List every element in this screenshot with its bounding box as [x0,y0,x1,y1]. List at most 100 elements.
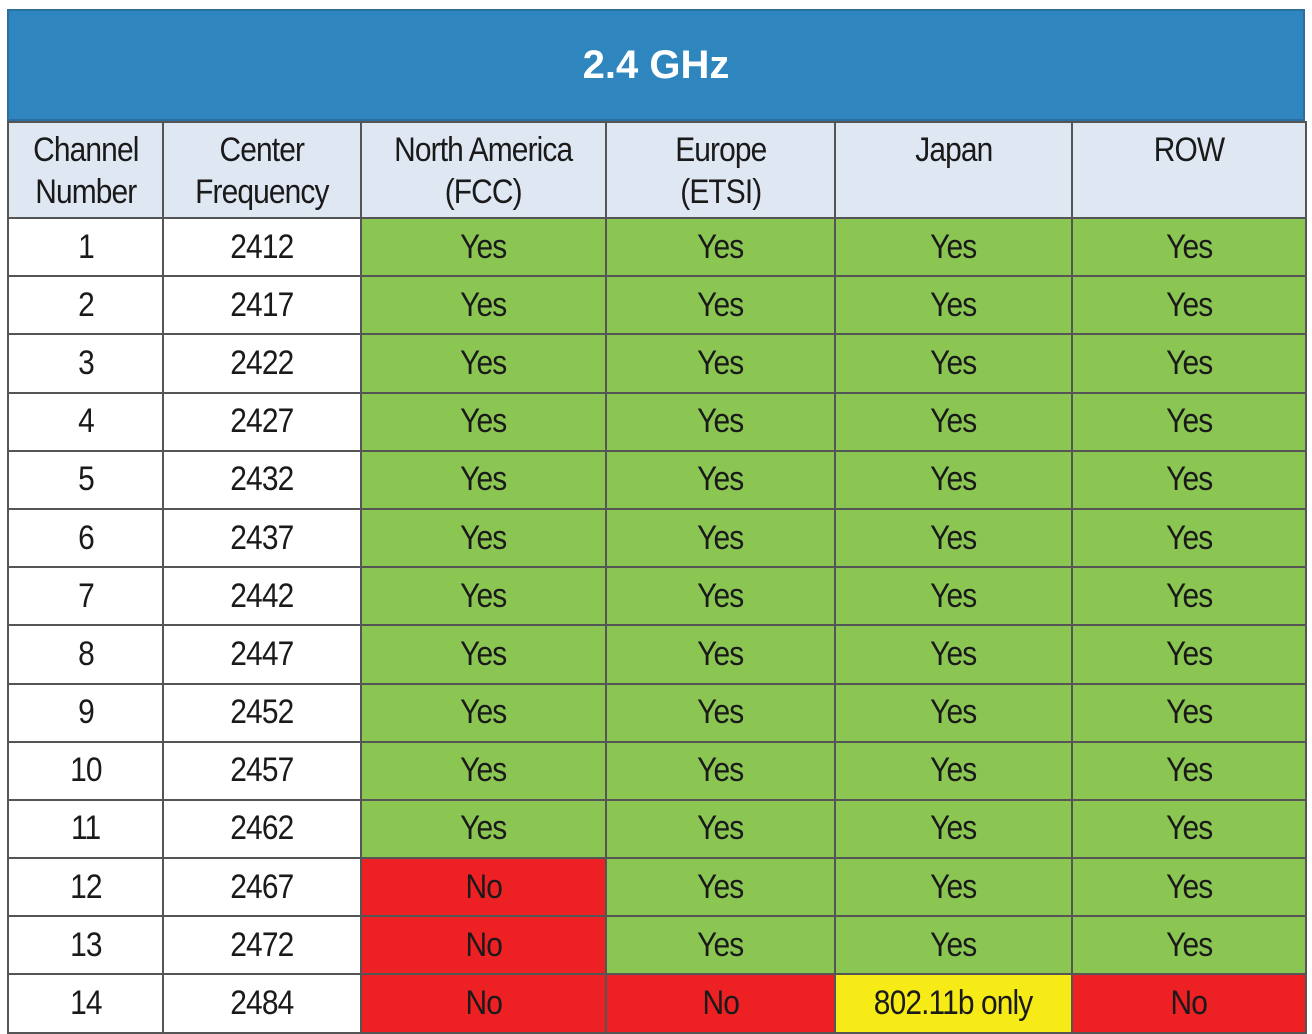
cell-north-america: Yes [360,391,607,452]
cell-value: 7 [77,576,95,615]
cell-value: Yes [1165,343,1213,382]
cell-channel-number: 11 [7,798,164,860]
cell-value: Yes [697,693,744,732]
cell-center-frequency: 2484 [162,973,362,1034]
cell-value: Yes [930,518,977,557]
cell-row-region: Yes [1071,391,1307,452]
cell-value: Yes [930,576,977,615]
table-row: 2 2417 Yes Yes Yes Yes [7,275,1307,336]
cell-value: Yes [697,518,744,557]
cell-japan: Yes [834,566,1073,627]
table-row: 14 2484 No No 802.11b only No [7,973,1307,1034]
cell-center-frequency: 2422 [162,333,362,394]
cell-value: Yes [930,693,977,732]
cell-center-frequency: 2417 [162,275,362,336]
cell-value: No [1170,984,1208,1023]
cell-value: Yes [1165,751,1213,790]
cell-value: 11 [70,809,101,848]
cell-value: 2432 [230,460,294,499]
cell-europe: Yes [605,507,836,569]
cell-value: 2437 [230,518,294,557]
cell-row-region: No [1071,973,1307,1034]
cell-value: Yes [460,343,507,382]
cell-channel-number: 12 [7,857,164,918]
cell-row-region: Yes [1071,333,1307,394]
cell-channel-number: 7 [7,566,164,627]
cell-north-america: Yes [360,507,607,569]
cell-north-america: Yes [360,798,607,860]
cell-value: Yes [460,634,507,673]
channel-table: Channel Number Center Frequency North Amer… [7,121,1307,1034]
cell-channel-number: 6 [7,507,164,569]
cell-value: 2442 [230,576,294,615]
cell-value: Yes [1165,460,1213,499]
cell-north-america: Yes [360,566,607,627]
cell-europe: Yes [605,275,836,336]
cell-europe: Yes [605,740,836,801]
cell-value: Yes [1165,634,1213,673]
cell-europe: Yes [605,682,836,743]
cell-value: Yes [1165,809,1213,848]
cell-channel-number: 3 [7,333,164,394]
cell-center-frequency: 2432 [162,449,362,510]
header-row: Channel Number Center Frequency North Amer… [7,121,1307,219]
table-body: 1 2412 Yes Yes Yes Yes 2 2417 Yes Yes Yes Yes 3 2422 Y… [7,216,1307,1034]
cell-japan: Yes [834,216,1073,278]
cell-value: 2467 [230,867,294,906]
cell-europe: Yes [605,857,836,918]
cell-europe: Yes [605,624,836,685]
cell-row-region: Yes [1071,507,1307,569]
cell-value: Yes [697,925,744,964]
cell-value: Yes [460,227,507,266]
cell-center-frequency: 2412 [162,216,362,278]
cell-north-america: Yes [360,682,607,743]
cell-row-region: Yes [1071,857,1307,918]
cell-value: 2447 [230,634,294,673]
cell-japan: Yes [834,449,1073,510]
cell-europe: Yes [605,391,836,452]
cell-value: 6 [77,518,95,557]
cell-north-america: Yes [360,275,607,336]
cell-value: Yes [930,343,977,382]
cell-japan: Yes [834,333,1073,394]
cell-value: Yes [460,402,507,441]
cell-europe: Yes [605,449,836,510]
cell-value: Yes [1165,925,1213,964]
cell-channel-number: 9 [7,682,164,743]
cell-value: 5 [77,460,95,499]
cell-japan: Yes [834,682,1073,743]
cell-channel-number: 8 [7,624,164,685]
table-row: 12 2467 No Yes Yes Yes [7,857,1307,918]
cell-japan: 802.11b only [834,973,1073,1034]
cell-value: Yes [930,227,977,266]
cell-value: Yes [930,809,977,848]
cell-japan: Yes [834,740,1073,801]
cell-value: Yes [930,925,977,964]
cell-channel-number: 13 [7,915,164,976]
cell-north-america: Yes [360,740,607,801]
cell-value: Yes [930,867,977,906]
header-center-frequency: Center Frequency [162,121,362,219]
cell-row-region: Yes [1071,915,1307,976]
table-row: 10 2457 Yes Yes Yes Yes [7,740,1307,801]
table-row: 3 2422 Yes Yes Yes Yes [7,333,1307,394]
cell-value: Yes [930,460,977,499]
cell-row-region: Yes [1071,275,1307,336]
cell-value: 9 [77,693,95,732]
cell-value: Yes [460,285,507,324]
cell-value: 2484 [230,984,294,1023]
cell-value: No [465,925,502,964]
cell-value: Yes [697,751,744,790]
cell-value: No [465,867,502,906]
channel-table-container: 2.4 GHz Channel Number Center Frequency No… [7,9,1307,1034]
cell-value: 1 [77,227,95,266]
cell-value: 2427 [230,402,294,441]
table-row: 13 2472 No Yes Yes Yes [7,915,1307,976]
cell-europe: Yes [605,333,836,394]
cell-value: 2462 [230,809,294,848]
cell-value: 2422 [230,343,294,382]
cell-value: Yes [1165,867,1213,906]
cell-center-frequency: 2437 [162,507,362,569]
cell-value: 3 [77,343,95,382]
cell-value: Yes [460,460,507,499]
